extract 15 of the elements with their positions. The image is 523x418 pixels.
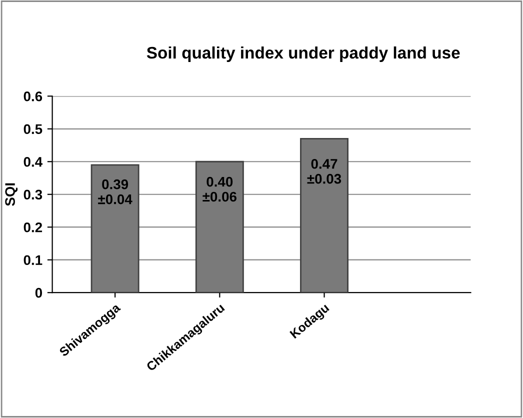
y-tick-label: 0.5 [24,124,42,134]
bar [90,164,140,293]
y-tick-label: 0.3 [24,190,42,200]
data-label: 0.39 ±0.04 [98,179,132,204]
chart-title: Soil quality index under paddy land use [146,46,460,62]
data-label: 0.40 ±0.06 [202,176,236,202]
y-tick-label: 0 [35,288,42,298]
bar [300,138,348,293]
y-tick-label: 0.2 [24,222,42,232]
data-label: 0.47 ±0.03 [307,158,342,184]
bar [195,160,244,293]
y-tick-label: 0.4 [24,156,43,167]
y-tick-label: 0.1 [24,255,42,266]
y-tick-label: 0.6 [24,91,42,102]
y-axis-title: SQI [5,183,18,206]
